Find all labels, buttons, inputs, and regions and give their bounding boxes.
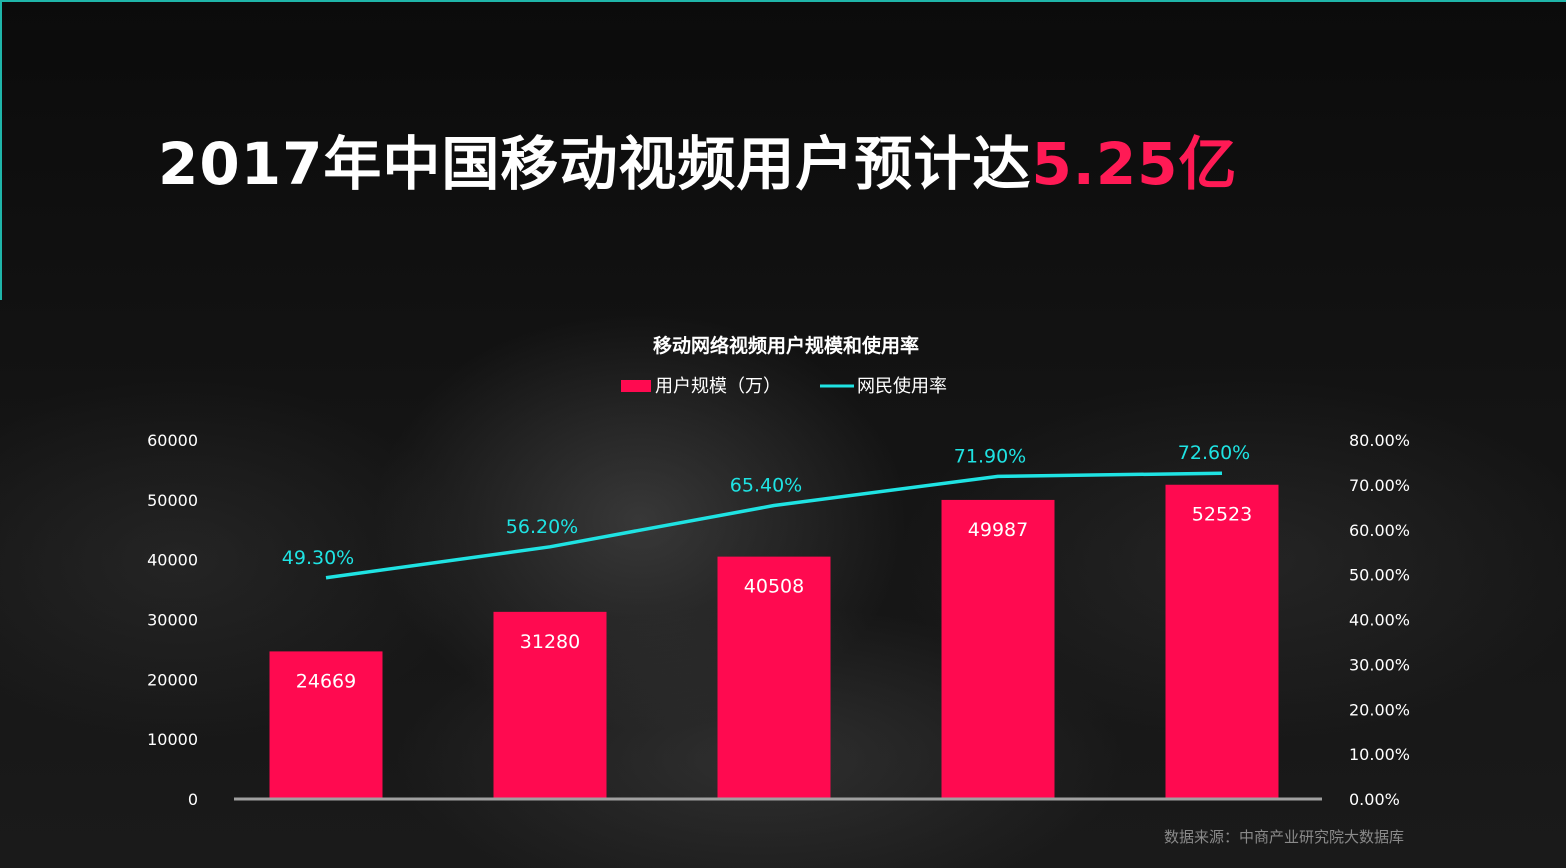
y-right-tick-label: 70.00% bbox=[1349, 476, 1410, 495]
legend: 用户规模（万） 网民使用率 bbox=[621, 376, 947, 397]
line-series: 49.30% 56.20% 65.40% 71.90% 72.60% bbox=[282, 442, 1250, 580]
y-right-tick-label: 0.00% bbox=[1349, 790, 1400, 809]
y-axis-right: 0.00% 10.00% 20.00% 30.00% 40.00% 50.00% 60.00… bbox=[1349, 431, 1410, 809]
line-value-label: 65.40% bbox=[730, 475, 802, 497]
y-left-tick-label: 20000 bbox=[147, 670, 198, 689]
bar-value-label: 31280 bbox=[520, 631, 580, 653]
y-right-tick-label: 30.00% bbox=[1349, 655, 1410, 674]
headline: 2017年中国移动视频用户预计达5.25亿 bbox=[158, 128, 1238, 200]
line-value-label: 56.20% bbox=[506, 516, 578, 538]
y-left-tick-label: 10000 bbox=[147, 730, 198, 749]
series-line bbox=[325, 471, 1223, 580]
line-value-label: 71.90% bbox=[954, 445, 1026, 467]
bar-value-label: 40508 bbox=[744, 576, 804, 598]
headline-highlight: 5.25亿 bbox=[1031, 130, 1238, 198]
y-left-tick-label: 30000 bbox=[147, 611, 198, 630]
data-source-note: 数据来源：中商产业研究院大数据库 bbox=[1163, 828, 1404, 846]
bar bbox=[941, 499, 1055, 799]
top-accent-line bbox=[0, 0, 1566, 2]
y-right-tick-label: 60.00% bbox=[1349, 521, 1410, 540]
chart-title: 移动网络视频用户规模和使用率 bbox=[653, 334, 919, 357]
y-left-tick-label: 0 bbox=[188, 790, 198, 809]
bar-value-label: 49987 bbox=[968, 519, 1028, 541]
bar bbox=[493, 611, 607, 799]
bar-value-labels: 24669 31280 40508 49987 52523 bbox=[296, 504, 1252, 693]
left-accent-line bbox=[0, 0, 2, 300]
bar-value-label: 52523 bbox=[1192, 504, 1252, 526]
y-left-tick-label: 60000 bbox=[147, 431, 198, 450]
bar bbox=[269, 651, 383, 799]
y-right-tick-label: 20.00% bbox=[1349, 700, 1410, 719]
y-right-tick-label: 80.00% bbox=[1349, 431, 1410, 450]
line-value-label: 49.30% bbox=[282, 547, 354, 569]
y-right-tick-label: 10.00% bbox=[1349, 745, 1410, 764]
y-left-tick-label: 50000 bbox=[147, 491, 198, 510]
y-axis-left: 0 10000 20000 30000 40000 50000 60000 bbox=[147, 431, 198, 809]
bar-series bbox=[269, 484, 1279, 799]
legend-bar-label: 用户规模（万） bbox=[655, 376, 781, 397]
bar-value-label: 24669 bbox=[296, 670, 356, 692]
y-left-tick-label: 40000 bbox=[147, 551, 198, 570]
line-value-label: 72.60% bbox=[1178, 442, 1250, 464]
headline-main: 2017年中国移动视频用户预计达 bbox=[158, 130, 1032, 198]
bar bbox=[717, 556, 831, 799]
y-right-tick-label: 50.00% bbox=[1349, 566, 1410, 585]
y-right-tick-label: 40.00% bbox=[1349, 611, 1410, 630]
bar bbox=[1165, 484, 1279, 799]
legend-line-label: 网民使用率 bbox=[857, 376, 947, 397]
legend-bar-swatch bbox=[621, 380, 651, 392]
